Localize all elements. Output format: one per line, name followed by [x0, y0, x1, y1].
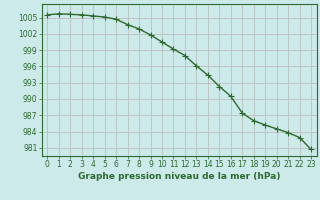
- X-axis label: Graphe pression niveau de la mer (hPa): Graphe pression niveau de la mer (hPa): [78, 172, 280, 181]
